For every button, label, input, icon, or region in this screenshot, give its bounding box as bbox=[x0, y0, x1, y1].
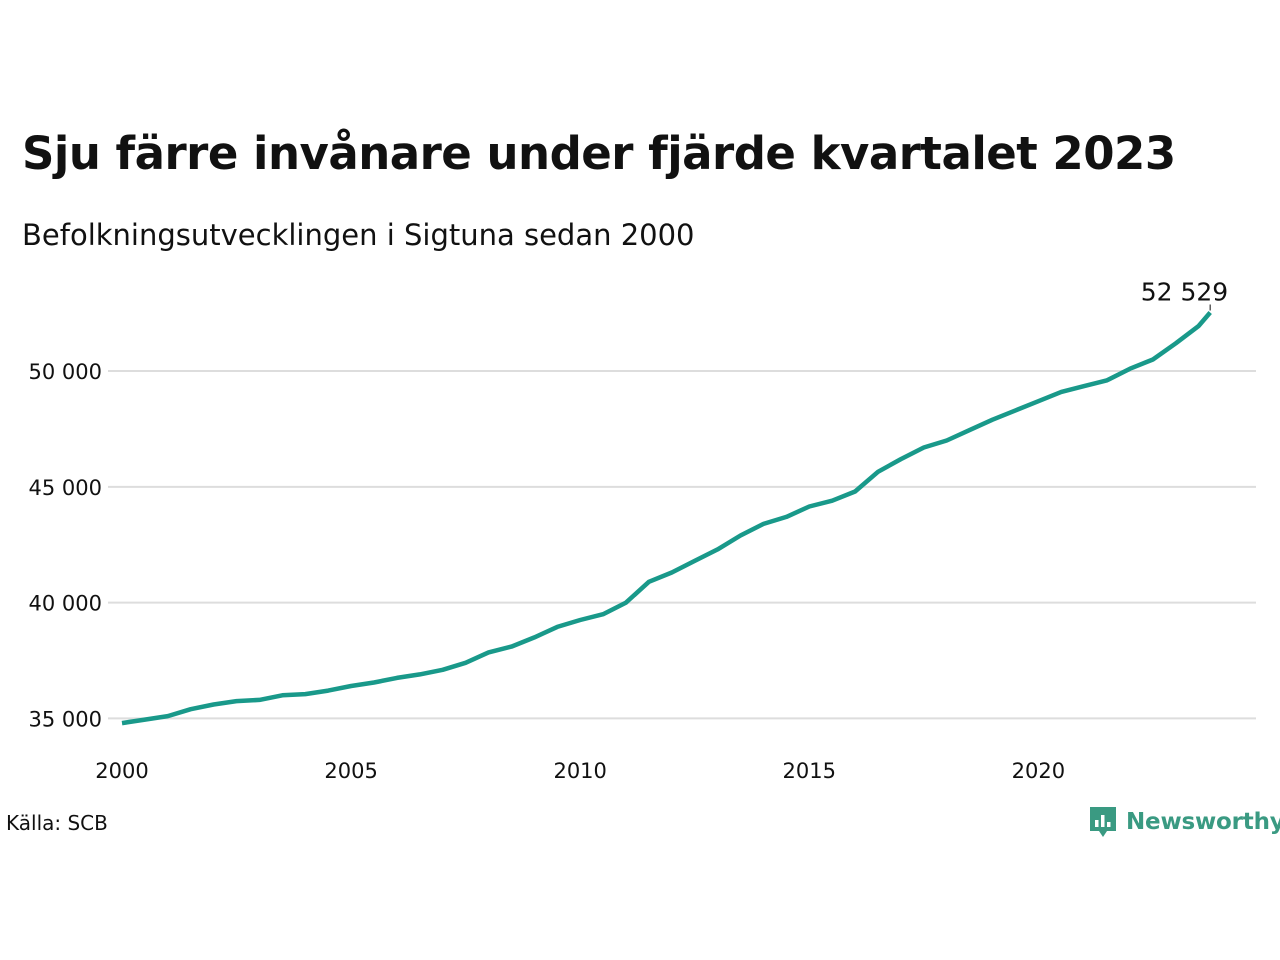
x-tick-label: 2015 bbox=[783, 759, 836, 783]
y-tick-label: 50 000 bbox=[29, 360, 102, 384]
end-value-label: 52 529 bbox=[1141, 277, 1228, 306]
x-tick-label: 2020 bbox=[1012, 759, 1065, 783]
end-label-layer: 52 529 bbox=[1141, 277, 1228, 311]
series-line bbox=[121, 311, 1212, 726]
brand-logo: Newsworthy bbox=[1088, 805, 1280, 839]
x-tick-label: 2010 bbox=[553, 759, 606, 783]
x-axis-tick-labels: 2000 2005 2010 2015 2020 bbox=[95, 759, 1065, 783]
y-tick-label: 35 000 bbox=[29, 707, 102, 731]
y-axis-tick-labels: 35 000 40 000 45 000 50 000 bbox=[29, 360, 102, 731]
y-tick-label: 45 000 bbox=[29, 476, 102, 500]
source-note: Källa: SCB bbox=[6, 811, 108, 835]
grid-lines bbox=[108, 370, 1256, 720]
x-tick-label: 2005 bbox=[324, 759, 377, 783]
y-tick-label: 40 000 bbox=[29, 592, 102, 616]
chart-title: Sju färre invånare under fjärde kvartale… bbox=[22, 127, 1176, 180]
bar-chart-speech-bubble-icon bbox=[1090, 807, 1116, 837]
brand-name: Newsworthy bbox=[1126, 809, 1280, 835]
x-tick-label: 2000 bbox=[95, 759, 148, 783]
series-layer bbox=[121, 311, 1212, 726]
chart-subtitle: Befolkningsutvecklingen i Sigtuna sedan … bbox=[22, 218, 695, 252]
